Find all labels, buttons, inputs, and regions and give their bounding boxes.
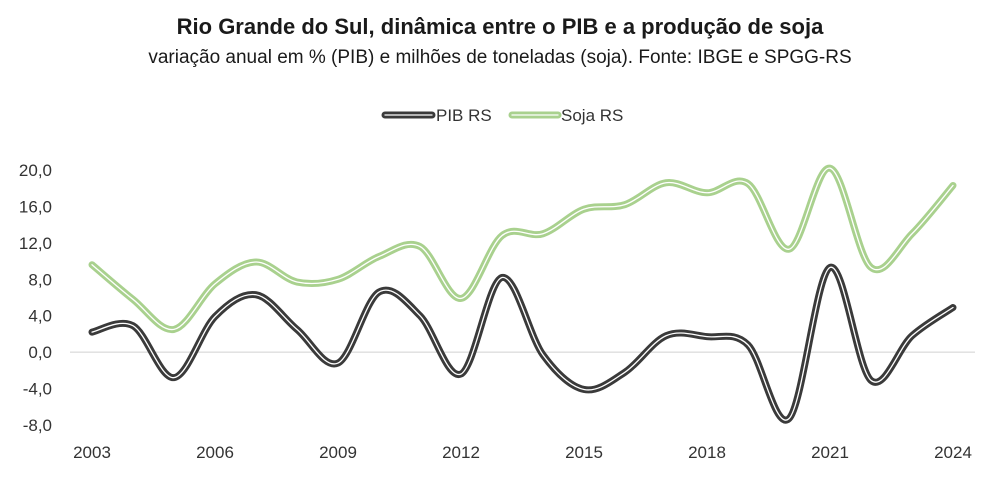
x-tick-label: 2018 — [688, 443, 726, 462]
x-tick-label: 2006 — [196, 443, 234, 462]
legend-label-soja-rs: Soja RS — [561, 106, 623, 125]
x-tick-label: 2009 — [319, 443, 357, 462]
y-tick-label: 20,0 — [19, 161, 52, 180]
series-line-highlight-soja-rs — [91, 167, 954, 331]
series-line-highlight-pib-rs — [91, 266, 954, 421]
series-line-pib-rs — [88, 263, 957, 424]
y-tick-label: 8,0 — [28, 270, 52, 289]
chart-title: Rio Grande do Sul, dinâmica entre o PIB … — [176, 14, 824, 39]
x-tick-label: 2021 — [811, 443, 849, 462]
y-tick-label: -4,0 — [23, 380, 52, 399]
y-tick-label: 4,0 — [28, 307, 52, 326]
y-tick-label: 12,0 — [19, 234, 52, 253]
y-tick-label: 0,0 — [28, 343, 52, 362]
x-tick-label: 2012 — [442, 443, 480, 462]
chart-subtitle: variação anual em % (PIB) e milhões de t… — [148, 47, 852, 68]
x-tick-label: 2015 — [565, 443, 603, 462]
x-tick-label: 2024 — [934, 443, 972, 462]
y-tick-label: 16,0 — [19, 197, 52, 216]
y-tick-label: -8,0 — [23, 416, 52, 435]
legend-label-pib-rs: PIB RS — [436, 106, 492, 125]
x-tick-label: 2003 — [73, 443, 111, 462]
